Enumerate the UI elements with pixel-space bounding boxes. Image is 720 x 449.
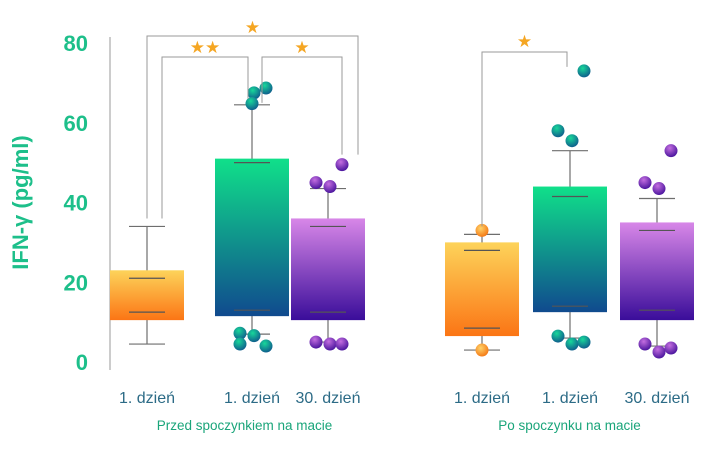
box-bar xyxy=(620,222,694,321)
x-tick-label: 1. dzień xyxy=(224,390,280,407)
data-point xyxy=(475,223,489,237)
data-point xyxy=(335,158,349,172)
data-point xyxy=(323,337,337,351)
y-tick-label: 80 xyxy=(64,31,88,56)
group-label: Przed spoczynkiem na macie xyxy=(157,418,333,433)
significance-bracket xyxy=(146,35,359,219)
data-point xyxy=(565,337,579,351)
box-bar xyxy=(215,158,289,317)
significance-bracket xyxy=(261,56,343,155)
data-point xyxy=(664,341,678,355)
data-point xyxy=(259,81,273,95)
significance-stars: ★ xyxy=(517,32,532,52)
box-bar xyxy=(445,242,519,337)
group-label: Po spoczynku na macie xyxy=(498,418,641,433)
significance-stars: ★ xyxy=(294,38,309,58)
x-tick-label: 1. dzień xyxy=(542,390,598,407)
data-point xyxy=(247,86,261,100)
data-point xyxy=(664,144,678,158)
y-tick-label: 0 xyxy=(76,350,88,375)
data-point xyxy=(565,134,579,148)
significance-stars: ★ xyxy=(245,18,260,38)
data-point xyxy=(638,337,652,351)
y-tick-label: 20 xyxy=(64,270,88,295)
data-point xyxy=(638,176,652,190)
data-point xyxy=(247,329,261,343)
box-bar xyxy=(533,186,607,313)
data-point xyxy=(323,180,337,194)
significance-stars: ★★ xyxy=(190,38,220,58)
x-tick-label: 30. dzień xyxy=(296,390,361,407)
data-point xyxy=(245,97,259,111)
data-point xyxy=(551,329,565,343)
data-point xyxy=(652,182,666,196)
data-point xyxy=(335,337,349,351)
data-point xyxy=(551,124,565,138)
y-tick-label: 60 xyxy=(64,111,88,136)
data-point xyxy=(233,337,247,351)
x-tick-label: 1. dzień xyxy=(119,390,175,407)
data-point xyxy=(577,64,591,78)
y-axis-label: IFN-γ (pg/ml) xyxy=(8,135,33,269)
data-point xyxy=(309,176,323,190)
data-point xyxy=(577,335,591,349)
box-bar xyxy=(291,218,365,321)
data-point xyxy=(233,326,247,340)
significance-bracket xyxy=(481,51,568,227)
data-point xyxy=(652,345,666,359)
data-point xyxy=(309,335,323,349)
x-tick-label: 1. dzień xyxy=(454,390,510,407)
y-tick-label: 40 xyxy=(64,191,88,216)
significance-bracket xyxy=(161,56,249,219)
data-point xyxy=(259,339,273,353)
x-tick-label: 30. dzień xyxy=(625,390,690,407)
data-point xyxy=(475,343,489,357)
